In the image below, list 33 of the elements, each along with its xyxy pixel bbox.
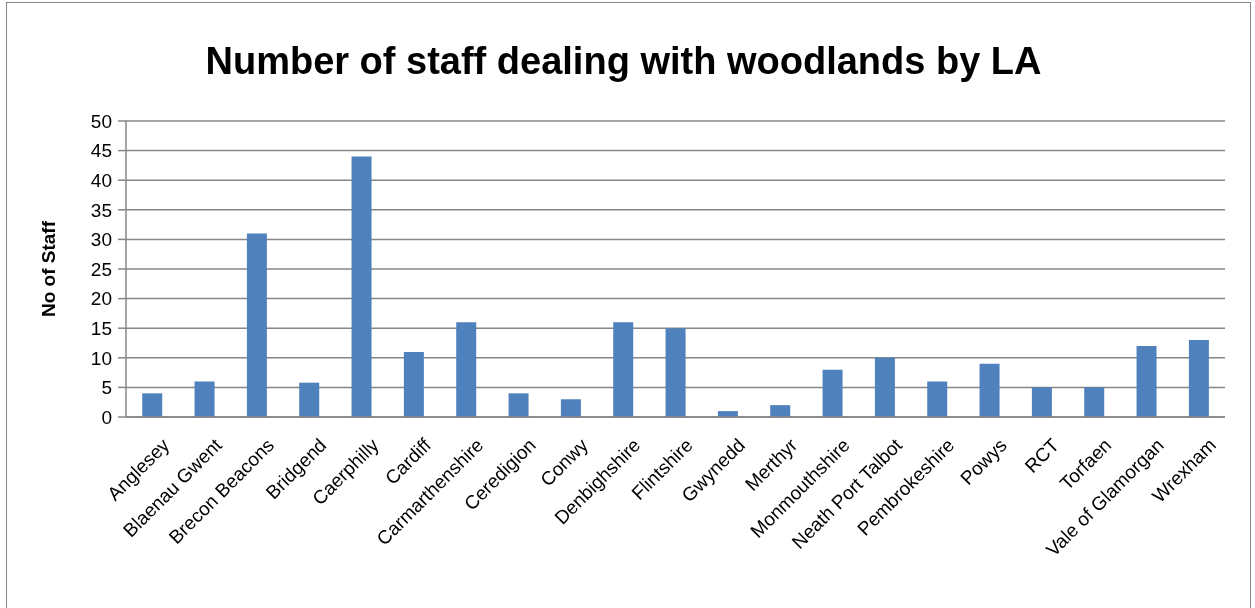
bar <box>456 322 477 417</box>
bar <box>508 393 529 417</box>
y-tick-label: 35 <box>90 199 112 221</box>
y-tick-label: 0 <box>101 406 112 428</box>
bar <box>1084 387 1105 417</box>
y-axis-title: No of Staff <box>37 220 59 318</box>
chart-title: Number of staff dealing with woodlands by LA <box>204 39 1043 84</box>
y-tick-label: 45 <box>90 140 112 162</box>
bar <box>1136 345 1157 417</box>
bar <box>403 351 424 417</box>
bar <box>927 381 948 417</box>
y-tick-label: 10 <box>90 347 112 369</box>
bar <box>246 233 267 417</box>
bar <box>665 328 686 417</box>
y-tick-label: 25 <box>90 258 112 280</box>
bar <box>770 405 791 417</box>
bar <box>142 393 163 417</box>
bar <box>1188 340 1209 417</box>
bar <box>874 357 895 417</box>
bar <box>194 381 215 417</box>
y-tick-label: 20 <box>90 288 112 310</box>
bar <box>299 382 320 417</box>
y-tick-label: 5 <box>101 377 112 399</box>
y-tick-label: 15 <box>90 317 112 339</box>
bar <box>822 369 843 417</box>
bar <box>979 363 1000 417</box>
bar <box>613 322 634 417</box>
bar <box>351 156 372 417</box>
bar <box>1031 387 1052 417</box>
bar <box>560 399 581 417</box>
y-tick-label: 40 <box>90 169 112 191</box>
y-tick-label: 50 <box>90 110 112 132</box>
y-tick-label: 30 <box>90 229 112 251</box>
